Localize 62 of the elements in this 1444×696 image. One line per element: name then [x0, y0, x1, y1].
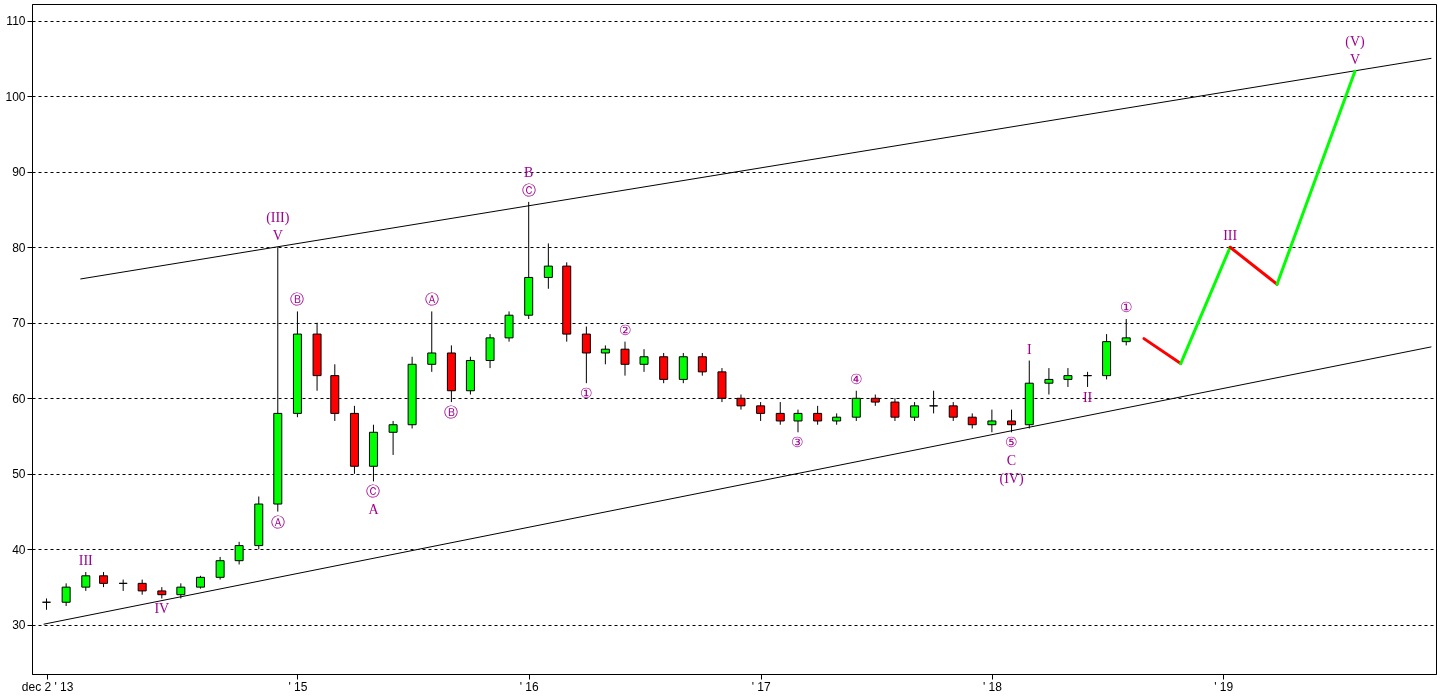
y-tick-label: 60 [12, 391, 26, 406]
annotation: ④ [849, 371, 863, 387]
y-tick-label: 30 [12, 618, 26, 633]
candlestick [485, 333, 495, 369]
annotation: Ⓑ [444, 405, 459, 421]
y-tick-label: 40 [12, 542, 26, 557]
candlestick [756, 401, 766, 422]
x-tick-label: ' 18 [982, 679, 1003, 694]
candlestick [1044, 367, 1054, 396]
candlestick [81, 571, 91, 592]
annotation: V [272, 228, 283, 244]
annotation: Ⓑ [290, 292, 305, 308]
annotation: II [1082, 389, 1093, 405]
candlestick [600, 344, 610, 365]
x-tick-label: ' 17 [751, 679, 771, 694]
candlestick [639, 348, 649, 373]
annotation: ⑤ [1005, 435, 1019, 451]
y-tick-label: 100 [5, 89, 26, 104]
y-tick-label: 80 [12, 240, 26, 255]
candlestick [388, 420, 398, 456]
annotation: I [1026, 341, 1032, 357]
y-tick-label: 50 [12, 467, 26, 482]
annotation: V [1349, 52, 1361, 68]
annotation: C [1006, 453, 1017, 469]
x-tick-label: dec 2 ' 13 [21, 679, 74, 694]
candlestick [1007, 409, 1017, 433]
candlestick [948, 401, 958, 422]
candlestick [813, 405, 823, 426]
annotation: Ⓒ [521, 182, 536, 198]
annotation: ① [1119, 299, 1133, 315]
candlestick [910, 401, 920, 422]
x-tick-label: ' 19 [1214, 679, 1234, 694]
annotation: IV [154, 601, 170, 617]
candlestick [1063, 367, 1073, 388]
annotation: ① [579, 386, 593, 402]
annotation: Ⓒ [366, 484, 381, 500]
annotation: A [368, 502, 380, 518]
annotation: Ⓐ [270, 514, 285, 530]
candlestick [581, 326, 591, 384]
annotation: (IV) [999, 471, 1024, 488]
candlestick [215, 556, 225, 581]
candlestick [659, 352, 669, 384]
annotation: (III) [266, 210, 290, 227]
candlestick [620, 341, 630, 377]
y-tick-label: 90 [12, 165, 26, 180]
y-tick-label: 70 [12, 316, 26, 331]
candlestick [987, 409, 997, 433]
x-tick-label: ' 15 [288, 679, 308, 694]
candlestick [775, 401, 785, 426]
annotation: III [78, 553, 94, 569]
candlestick [61, 582, 71, 607]
candlestick [678, 352, 688, 384]
x-tick-label: ' 16 [519, 679, 540, 694]
annotation: III [1223, 228, 1238, 244]
candlestick [697, 352, 707, 377]
y-tick-label: 110 [6, 14, 26, 29]
annotation: ③ [791, 435, 805, 451]
annotation: (V) [1345, 34, 1366, 51]
annotation: Ⓐ [424, 292, 439, 308]
annotation: ② [618, 322, 632, 338]
candlestick [793, 409, 803, 433]
annotation: B [524, 164, 534, 180]
